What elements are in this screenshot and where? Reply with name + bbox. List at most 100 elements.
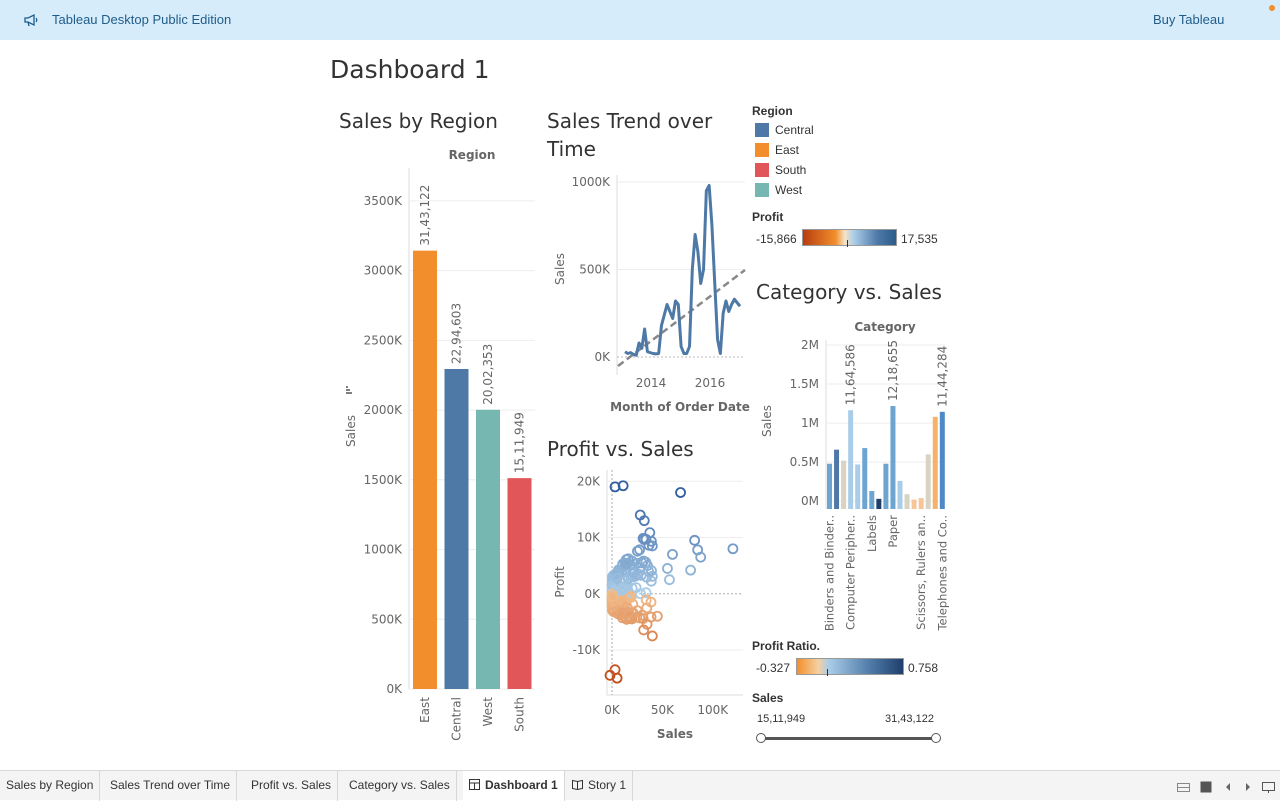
bar-value-label: 11,44,284 [935, 346, 949, 407]
y-tick-label: 0.5M [790, 455, 819, 469]
x-tick-label: Computer Peripher.. [844, 515, 858, 630]
profit-ratio-ramp-marker [827, 669, 828, 676]
bar-value-label: 20,02,353 [481, 344, 495, 405]
grid-icon [469, 779, 480, 790]
sales-filter-max: 31,43,122 [885, 713, 934, 725]
sheet-title-sales-trend: Sales Trend over Time [547, 107, 712, 163]
scatter-point [636, 609, 648, 621]
app-title: Tableau Desktop Public Edition [52, 12, 232, 27]
profit-legend-title: Profit [752, 210, 784, 224]
sheet-title-profit-vs-sales: Profit vs. Sales [547, 437, 694, 461]
scatter-point [638, 624, 650, 636]
scatter-point [611, 567, 623, 579]
sales-filter-min-handle[interactable] [756, 733, 766, 743]
scatter-point [646, 565, 657, 577]
bar-value-label: 31,43,122 [418, 185, 432, 246]
scatter-point [632, 545, 643, 557]
sales-trend-chart[interactable]: 0K 500K 1000K Sales 2014 2016 Month of Order D… [545, 170, 750, 420]
trend-line [617, 269, 746, 367]
tab-label: Sales by Region [6, 778, 94, 792]
category-bar [918, 498, 924, 509]
x-tick-label: East [418, 697, 432, 723]
tab-story-1[interactable]: Story 1 [566, 771, 634, 801]
scatter-point [627, 566, 639, 578]
filmstrip-icon[interactable] [1200, 781, 1213, 794]
scatter-point [637, 532, 649, 544]
buy-tableau-link[interactable]: Buy Tableau [1153, 12, 1225, 27]
y-tick-label: 0K [386, 682, 403, 696]
region-legend-item-west[interactable]: West [755, 183, 802, 197]
y-tick-label: 0K [584, 587, 601, 601]
y-tick-label: 1000K [572, 175, 612, 189]
sales-filter-track[interactable] [760, 737, 937, 740]
scatter-point [664, 574, 675, 586]
tab-dashboard-1[interactable]: Dashboard 1 [463, 771, 565, 801]
x-tick-label: Binders and Binder.. [823, 515, 837, 631]
prev-sheet-icon[interactable] [1222, 781, 1235, 794]
y-tick-label: 3000K [364, 264, 404, 278]
sales-filter-title: Sales [752, 691, 784, 705]
sheet-tab-bar: Sales by Region Sales Trend over Time Prof… [0, 770, 1280, 801]
region-legend-item-east[interactable]: East [755, 143, 799, 157]
region-legend-item-central[interactable]: Central [755, 123, 814, 137]
profit-color-ramp[interactable] [802, 229, 897, 246]
scatter-point [727, 543, 739, 555]
megaphone-icon[interactable] [24, 13, 38, 27]
sales-filter-max-handle[interactable] [931, 733, 941, 743]
scatter-point [618, 583, 630, 594]
scatter-point [651, 610, 663, 622]
tab-label: Dashboard 1 [485, 778, 558, 792]
sales-by-region-chart[interactable]: Region 0K 500K 1000K 1500K 2000K 2500K 3000K 350… [330, 140, 540, 750]
profit-vs-sales-chart[interactable]: 20K 10K 0K -10K 0K 50K 100K Profit Sales [545, 465, 750, 750]
category-bar [876, 498, 882, 509]
legend-label: East [775, 143, 800, 157]
category-bar [827, 463, 832, 509]
y-tick-label: 2000K [364, 403, 404, 417]
y-tick-label: 500K [371, 612, 403, 626]
x-tick-label: Scissors, Rulers an.. [914, 515, 928, 630]
tab-category-vs-sales[interactable]: Category vs. Sales [343, 771, 457, 801]
category-bar [862, 448, 868, 509]
bar-west [476, 409, 500, 689]
sheet-title-sales-trend-line1: Sales Trend over [547, 109, 713, 133]
profit-ratio-legend-max: 0.758 [908, 661, 939, 675]
top-bar: Tableau Desktop Public Edition Buy Table… [0, 0, 1280, 40]
scatter-points [604, 480, 739, 684]
tab-sales-by-region[interactable]: Sales by Region [0, 771, 101, 801]
tab-sales-trend-over-time[interactable]: Sales Trend over Time [104, 771, 238, 801]
category-bar [848, 410, 854, 509]
profit-ramp-marker [847, 240, 848, 247]
y-tick-label: 10K [577, 531, 601, 545]
scatter-point [634, 509, 646, 521]
tab-profit-vs-sales[interactable]: Profit vs. Sales [245, 771, 339, 801]
show-sheets-icon[interactable] [1177, 781, 1190, 794]
y-tick-label: 0K [594, 350, 611, 364]
scatter-point [634, 544, 645, 556]
bar-central [444, 368, 469, 689]
scatter-point [638, 555, 649, 567]
book-icon [572, 779, 583, 791]
legend-swatch [755, 143, 769, 157]
profit-ratio-color-ramp[interactable] [796, 658, 904, 675]
scatter-point [624, 613, 636, 625]
x-tick-label: 100K [697, 703, 729, 717]
tab-label: Sales Trend over Time [110, 778, 231, 792]
category-vs-sales-chart[interactable]: Category 0M 0.5M 1M 1.5M 2M Sales 11,64,586 12,1… [755, 315, 950, 635]
presentation-mode-icon[interactable] [1262, 781, 1275, 794]
category-column-header: Category [854, 320, 916, 334]
category-bar [855, 464, 861, 509]
x-tick-label: West [481, 697, 495, 727]
next-sheet-icon[interactable] [1242, 781, 1255, 794]
scatter-point [662, 563, 673, 574]
category-bar [904, 494, 910, 509]
scatter-point [617, 480, 629, 492]
bar-value-label: 22,94,603 [450, 303, 464, 364]
scatter-point [640, 587, 652, 599]
region-legend-item-south[interactable]: South [755, 163, 806, 177]
y-tick-label: 1500K [364, 473, 404, 487]
y-tick-label: 1.5M [790, 377, 819, 391]
y-tick-label: 3500K [364, 194, 404, 208]
legend-label: Central [775, 123, 814, 137]
legend-label: South [775, 163, 807, 177]
category-bar [869, 491, 875, 509]
